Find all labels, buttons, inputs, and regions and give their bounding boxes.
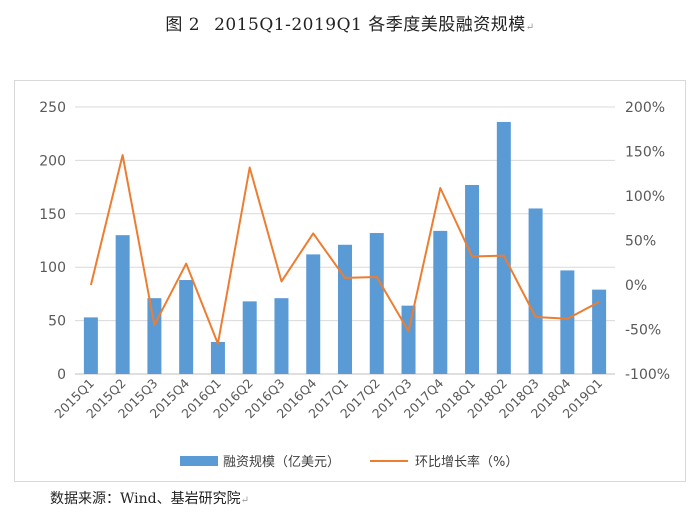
left-tick-label: 0 <box>57 367 66 383</box>
left-tick-label: 200 <box>39 153 66 169</box>
right-tick-label: -100% <box>625 367 670 383</box>
bar <box>465 184 480 374</box>
source-note: 数据来源：Wind、基岩研究院↵ <box>50 488 249 508</box>
right-tick-label: 50% <box>625 234 656 250</box>
figure-number: 图 2 <box>165 15 201 35</box>
right-tick-label: 100% <box>625 189 665 205</box>
bar <box>179 280 194 374</box>
legend-swatch-bar <box>180 456 218 466</box>
bar <box>433 230 448 374</box>
paragraph-mark-icon: ↵ <box>525 22 535 33</box>
bar <box>528 208 543 374</box>
bar <box>306 254 321 374</box>
figure-title-text: 2015Q1-2019Q1 各季度美股融资规模 <box>214 15 526 35</box>
right-tick-label: 0% <box>625 278 647 294</box>
left-tick-label: 150 <box>39 207 66 223</box>
paragraph-mark-icon: ↵ <box>240 495 249 506</box>
legend-label-line: 环比增长率（%） <box>415 454 518 470</box>
bar-series <box>83 121 607 374</box>
bar <box>592 289 607 374</box>
bar <box>115 235 130 374</box>
bar <box>369 233 384 374</box>
right-tick-label: 200% <box>625 100 665 116</box>
bar <box>560 270 575 374</box>
left-tick-label: 250 <box>39 100 66 116</box>
bar <box>496 121 511 374</box>
bar <box>338 244 352 374</box>
left-axis-ticks: 0 50 100 150 200 250 <box>39 100 66 383</box>
bar <box>210 341 225 374</box>
chart: 0 50 100 150 200 250 -100% -50% 0% 50% 100% 150% 20… <box>39 100 670 470</box>
legend: 融资规模（亿美元） 环比增长率（%） <box>180 454 518 470</box>
figure-title: 图 2 2015Q1-2019Q1 各季度美股融资规模↵ <box>0 10 700 35</box>
legend-label-bar: 融资规模（亿美元） <box>223 455 340 470</box>
bar <box>242 301 257 374</box>
left-tick-label: 50 <box>48 314 66 330</box>
x-axis-ticks: 2015Q12015Q22015Q32015Q42016Q12016Q22016… <box>51 375 605 421</box>
right-tick-label: -50% <box>625 323 661 339</box>
source-text: 数据来源：Wind、基岩研究院 <box>50 491 241 507</box>
bar <box>401 305 416 374</box>
left-tick-label: 100 <box>39 260 66 276</box>
bar <box>83 317 98 374</box>
bar <box>274 298 289 374</box>
right-tick-label: 150% <box>625 145 665 161</box>
growth-line <box>89 154 600 345</box>
right-axis-ticks: -100% -50% 0% 50% 100% 150% 200% <box>625 100 670 383</box>
line-series <box>89 154 600 345</box>
chart-frame: 0 50 100 150 200 250 -100% -50% 0% 50% 100% 150% 20… <box>14 80 686 482</box>
bar <box>147 298 162 374</box>
